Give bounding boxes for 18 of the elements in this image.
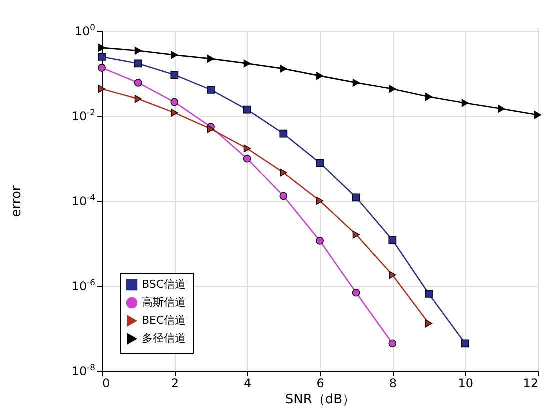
legend-label: 高斯信道	[142, 296, 186, 309]
x-tick-label: 6	[316, 376, 324, 390]
legend-label: BEC信道	[142, 314, 186, 327]
legend-label: 多径信道	[142, 332, 186, 345]
y-tick-label: 10$^{-6}$	[72, 278, 96, 294]
x-tick-label: 4	[244, 376, 252, 390]
y-axis-title: error	[10, 185, 25, 218]
x-tick-label: 10	[458, 376, 474, 390]
x-axis-title: SNR（dB）	[285, 392, 356, 408]
x-tick-label: 2	[171, 376, 179, 390]
x-tick-label: 8	[389, 376, 397, 390]
y-tick-label: 10$^{0}$	[74, 22, 96, 38]
x-tick-label: 12	[523, 376, 538, 390]
x-tick-label: 0	[102, 376, 110, 390]
y-tick-label: 10$^{-2}$	[72, 108, 96, 124]
y-tick-label: 10$^{-4}$	[72, 192, 96, 208]
y-tick-label: 10$^{-8}$	[72, 362, 96, 378]
legend-label: BSC信道	[142, 278, 186, 291]
